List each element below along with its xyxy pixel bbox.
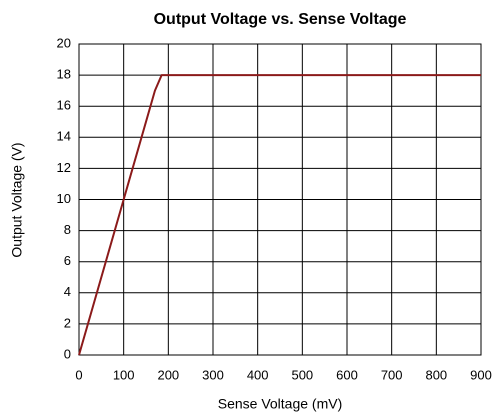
x-tick-label: 0: [75, 367, 82, 382]
x-axis-label: Sense Voltage (mV): [218, 396, 343, 412]
x-tick-label: 100: [113, 367, 135, 382]
y-tick-label: 4: [64, 284, 71, 299]
y-tick-label: 20: [57, 35, 71, 50]
y-tick-label: 6: [64, 253, 71, 268]
y-axis-label: Output Voltage (V): [9, 142, 25, 257]
y-tick-label: 12: [57, 160, 71, 175]
plot-border: [78, 43, 482, 356]
x-tick-label: 700: [381, 367, 403, 382]
x-tick-label: 800: [425, 367, 447, 382]
y-tick-label: 0: [64, 346, 71, 361]
y-tick-label: 10: [57, 191, 71, 206]
y-tick-label: 14: [57, 129, 71, 144]
y-tick-label: 16: [57, 98, 71, 113]
y-tick-label: 18: [57, 67, 71, 82]
x-tick-label: 400: [247, 367, 269, 382]
x-tick-label: 500: [291, 367, 313, 382]
x-tick-label: 900: [470, 367, 492, 382]
y-tick-label: 2: [64, 315, 71, 330]
y-tick-label: 8: [64, 222, 71, 237]
x-tick-label: 600: [336, 367, 358, 382]
x-tick-label: 200: [157, 367, 179, 382]
chart-title: Output Voltage vs. Sense Voltage: [154, 11, 407, 28]
data-line: [78, 74, 481, 356]
x-tick-label: 300: [202, 367, 224, 382]
